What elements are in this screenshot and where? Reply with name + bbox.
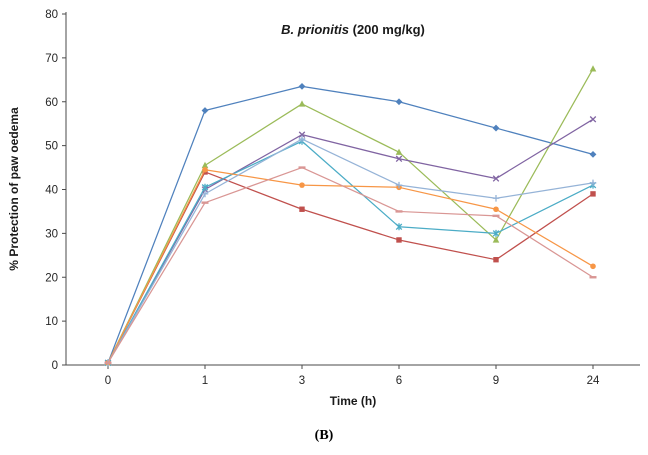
marker-triangle	[589, 65, 597, 72]
marker-asterisk	[492, 229, 500, 237]
marker-square	[396, 237, 402, 243]
marker-square	[493, 257, 499, 263]
marker-asterisk	[395, 223, 403, 231]
marker-diamond	[589, 151, 597, 158]
marker-diamond	[201, 107, 209, 114]
x-tick-label: 0	[105, 375, 111, 387]
marker-diamond	[298, 82, 306, 90]
marker-triangle	[298, 100, 306, 107]
series-line-series-7-light-blue	[107, 138, 594, 364]
series-line-series-2-dark-red	[107, 171, 594, 364]
chart-title: B. prionitis (200 mg/kg)	[66, 22, 640, 37]
marker-dash	[201, 201, 209, 204]
marker-x	[589, 116, 597, 123]
marker-circle	[202, 166, 208, 173]
y-tick-label: 20	[45, 272, 58, 284]
marker-x	[492, 175, 500, 182]
marker-circle	[493, 206, 499, 213]
y-tick-label: 10	[45, 316, 58, 328]
marker-triangle	[395, 148, 403, 155]
y-tick-label: 80	[45, 9, 58, 21]
marker-plus	[298, 135, 306, 143]
series-line-series-3-green	[107, 68, 594, 364]
marker-circle	[590, 263, 596, 270]
marker-dash	[298, 166, 306, 169]
marker-diamond	[492, 124, 500, 132]
y-tick-label: 50	[45, 141, 58, 153]
y-tick-label: 30	[45, 228, 58, 240]
marker-circle	[299, 182, 305, 188]
marker-x	[395, 155, 403, 163]
figure-caption: (B)	[314, 428, 334, 443]
x-tick-label: 3	[299, 375, 305, 387]
x-tick-label: 9	[493, 375, 499, 387]
marker-plus	[589, 179, 597, 187]
x-axis-title: Time (h)	[329, 394, 377, 408]
marker-dash	[589, 276, 597, 279]
x-tick-label: 1	[202, 375, 208, 387]
y-tick-label: 0	[52, 360, 58, 372]
marker-x	[298, 131, 306, 138]
y-tick-label: 70	[45, 53, 58, 65]
marker-dash	[104, 361, 112, 365]
marker-square	[299, 206, 305, 212]
chart-title-dose: (200 mg/kg)	[349, 22, 425, 37]
marker-asterisk	[201, 183, 209, 191]
series-line-series-4-purple	[107, 118, 594, 364]
marker-plus	[395, 181, 403, 189]
marker-diamond	[395, 98, 403, 106]
y-tick-label: 40	[45, 185, 58, 197]
line-chart: 0 10 20 30 40 50 60 70 80 0 1 3 6 9 24	[45, 9, 640, 387]
chart-title-species: B. prionitis	[281, 22, 350, 37]
y-tick-label: 60	[45, 97, 58, 109]
marker-dash	[395, 210, 403, 213]
marker-triangle	[201, 161, 209, 169]
x-tick-label: 6	[396, 375, 402, 387]
series-line-series-6-orange	[107, 169, 594, 364]
series-line-series-1-blue	[107, 85, 594, 364]
marker-triangle	[492, 236, 500, 243]
marker-plus	[492, 194, 500, 202]
marker-square	[590, 191, 596, 197]
x-tick-label: 24	[587, 375, 600, 387]
marker-dash	[492, 214, 500, 218]
y-axis-title: % Protection of paw oedema	[7, 107, 21, 271]
series-line-series-8-pink	[107, 166, 594, 364]
marker-plus	[201, 190, 209, 198]
